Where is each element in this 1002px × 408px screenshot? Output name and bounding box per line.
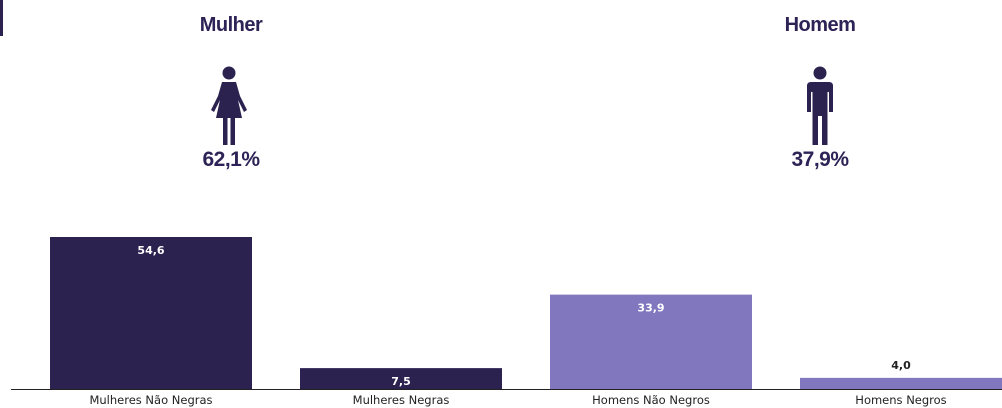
bar-2 bbox=[300, 368, 502, 389]
man-icon bbox=[800, 66, 840, 146]
bar-1 bbox=[50, 237, 252, 389]
woman-icon bbox=[209, 66, 249, 146]
bar-value-label: 4,0 bbox=[891, 359, 911, 372]
bar-value-label: 33,9 bbox=[637, 302, 664, 315]
category-label: Homens Negros bbox=[855, 393, 946, 407]
category-label: Homens Não Negros bbox=[592, 393, 710, 407]
category-label: Mulheres Não Negras bbox=[89, 393, 212, 407]
bar-value-label: 54,6 bbox=[137, 244, 164, 257]
category-label: Mulheres Negras bbox=[353, 393, 450, 407]
group-title-homem: Homem bbox=[784, 14, 856, 36]
percent-homem: 37,9% bbox=[791, 148, 849, 171]
bar-3 bbox=[550, 294, 752, 389]
bar-4 bbox=[800, 377, 1002, 389]
percent-mulher: 62,1% bbox=[202, 148, 260, 171]
left-edge-bar bbox=[0, 0, 3, 36]
group-title-mulher: Mulher bbox=[199, 14, 263, 36]
bar-value-label: 7,5 bbox=[391, 375, 411, 388]
